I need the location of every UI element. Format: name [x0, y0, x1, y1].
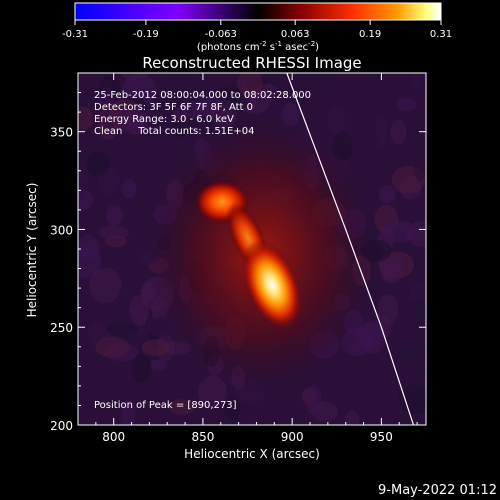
- y-tick-label: 200: [50, 419, 73, 433]
- mottle-patch: [121, 73, 149, 81]
- mottle-patch: [413, 150, 426, 182]
- solar-limb: [286, 73, 415, 425]
- colorbar-tick-label: 0.063: [281, 29, 310, 40]
- mottle-patch: [377, 294, 399, 325]
- mottle-patch: [327, 104, 346, 135]
- mottle-patch: [141, 339, 171, 357]
- mottle-patch: [396, 345, 426, 363]
- annotations: 25-Feb-2012 08:00:04.000 to 08:02:28.000…: [94, 90, 311, 411]
- mottle-patch: [168, 399, 196, 415]
- mottle-patch: [305, 385, 322, 416]
- mottle-patch: [315, 73, 334, 86]
- mottle-patch: [182, 101, 211, 119]
- mottle-patch: [344, 410, 360, 425]
- mottle-patch: [409, 283, 426, 302]
- x-axis-label: Heliocentric X (arcsec): [184, 447, 320, 461]
- x-axis: 800 850 900 950: [77, 73, 418, 444]
- colorbar-tick-label: -0.063: [205, 29, 237, 40]
- mottle-patch: [98, 225, 130, 240]
- colorbar-tick-label: 0.31: [430, 29, 452, 40]
- colorbar-units: (photons cm-2 s-1 asec-2): [197, 40, 319, 53]
- colorbar-gradient: [74, 2, 442, 21]
- primary-source: [241, 239, 303, 331]
- y-tick-label: 250: [50, 321, 73, 335]
- colorbar-tick-label: -0.19: [133, 29, 159, 40]
- mottle-patch: [98, 87, 116, 107]
- mottle-patch: [237, 73, 263, 98]
- y-axis: 200 250 300 350: [50, 72, 426, 433]
- x-tick-label: 850: [191, 430, 214, 444]
- mottle-patch: [390, 119, 407, 145]
- y-axis-label: Heliocentric Y (arcsec): [25, 183, 39, 318]
- mottle-patch: [149, 358, 167, 372]
- chart-title: Reconstructed RHESSI Image: [142, 54, 361, 72]
- mottle-patch: [379, 252, 404, 284]
- mottle-patch: [105, 204, 124, 227]
- y-tick-label: 350: [50, 126, 73, 140]
- mottle-patch: [165, 73, 189, 88]
- mottle-patch: [85, 150, 110, 176]
- mottle-patch: [395, 97, 417, 112]
- mottle-patch: [299, 73, 312, 84]
- mottle-patch: [171, 118, 188, 138]
- mottle-patch: [78, 235, 100, 261]
- colorbar-ticks: -0.31 -0.19 -0.063 0.063 0.19 0.31: [62, 20, 452, 40]
- mottle-patch: [78, 168, 89, 201]
- mottle-patch: [95, 336, 130, 359]
- mottle-patch: [378, 185, 397, 204]
- mottle-patch: [89, 267, 122, 303]
- x-tick-label: 950: [370, 430, 393, 444]
- mottle-patch: [117, 105, 150, 135]
- mottle-patch: [376, 115, 389, 148]
- mottle-patch: [224, 398, 241, 421]
- mottle-patch: [398, 384, 426, 415]
- colorbar-tick-label: 0.19: [359, 29, 381, 40]
- x-tick-label: 900: [281, 430, 304, 444]
- annotation-detectors: Detectors: 3F 5F 6F 7F 8F, Att 0: [94, 102, 253, 113]
- y-tick-label: 300: [50, 223, 73, 237]
- mottle-patch: [383, 220, 417, 243]
- annotation-time: 25-Feb-2012 08:00:04.000 to 08:02:28.000: [94, 90, 311, 101]
- footer-timestamp: 9-May-2022 01:12: [378, 483, 497, 498]
- mottle-patch: [121, 399, 136, 425]
- mottle-patch: [411, 73, 426, 89]
- mottle-patch: [210, 99, 237, 128]
- mottle-patch: [129, 294, 149, 326]
- heatmap-area: [78, 73, 426, 425]
- annotation-energy: Energy Range: 3.0 - 6.0 keV: [94, 114, 234, 125]
- colorbar: -0.31 -0.19 -0.063 0.063 0.19 0.31 (photons c…: [62, 2, 452, 53]
- colorbar-tick-label: -0.31: [62, 29, 88, 40]
- annotation-peak: Position of Peak = [890,273]: [94, 400, 237, 411]
- mottle-patch: [121, 178, 137, 199]
- mottle-patch: [78, 106, 93, 131]
- x-tick-label: 800: [102, 430, 125, 444]
- annotation-clean: Clean Total counts: 1.51E+04: [94, 126, 254, 137]
- mottle-patch: [132, 354, 152, 384]
